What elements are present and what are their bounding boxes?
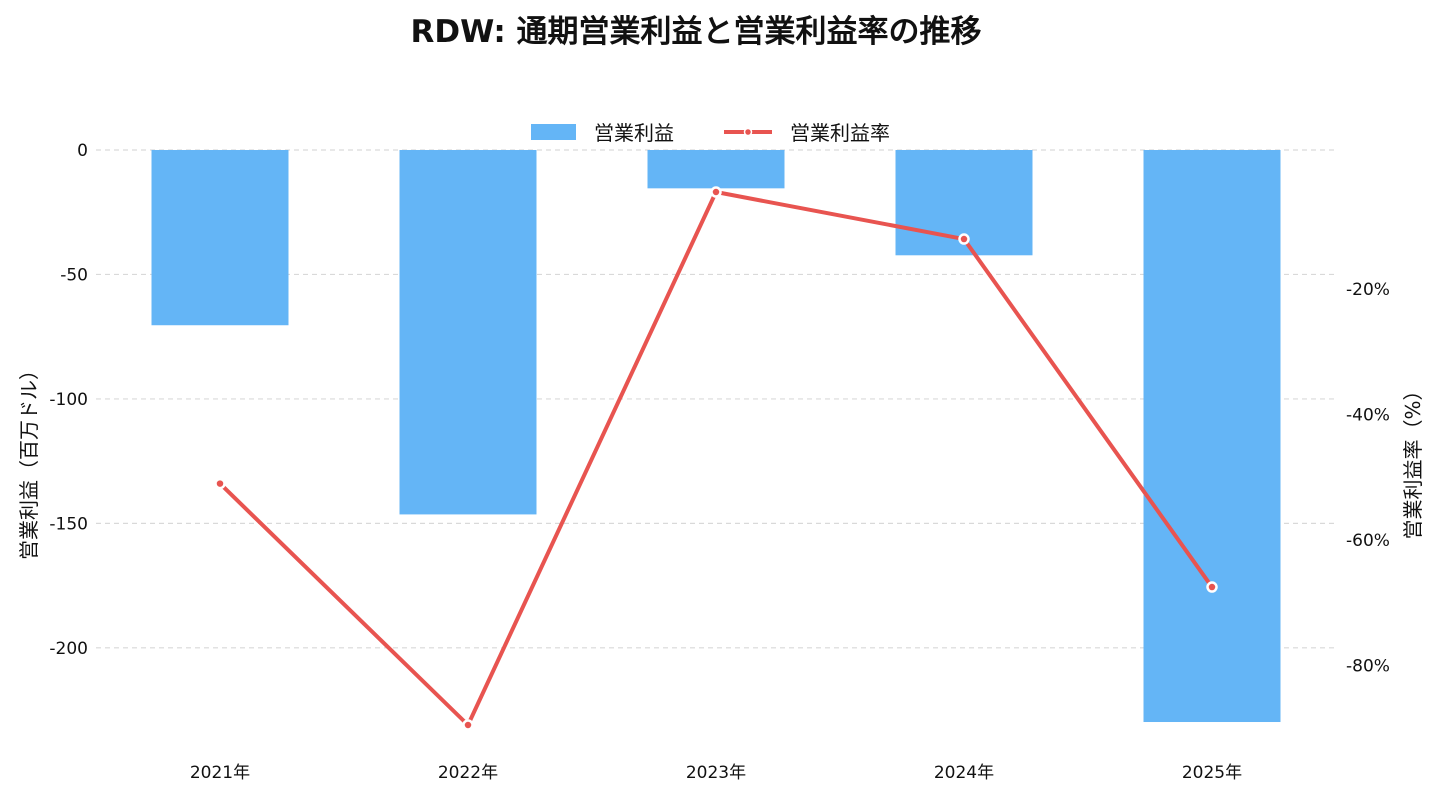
bar xyxy=(151,150,289,326)
y-axis-title: 営業利益（百万ドル） xyxy=(17,360,41,560)
y2-tick-label: -20% xyxy=(1346,280,1390,300)
x-tick-label: 2021年 xyxy=(190,763,250,783)
y2-tick-label: -60% xyxy=(1346,531,1390,551)
series-line xyxy=(218,190,1214,727)
bar xyxy=(647,150,785,189)
line-point xyxy=(958,233,970,245)
y2-tick-label: -80% xyxy=(1346,656,1390,676)
bar-series xyxy=(151,150,1281,723)
bar xyxy=(399,150,537,515)
x-tick-label: 2024年 xyxy=(934,763,994,783)
legend-swatch-marker xyxy=(743,127,753,137)
x-tick-label: 2022年 xyxy=(438,763,498,783)
y2-axis-title: 営業利益率（%） xyxy=(1401,380,1425,539)
y-tick-label: -100 xyxy=(49,390,88,410)
y-tick-label: -200 xyxy=(49,639,88,659)
x-axis: 2021年 2022年 2023年 2024年 2025年 xyxy=(190,763,1242,783)
y2-tick-label: -40% xyxy=(1346,406,1390,426)
line-point xyxy=(214,477,226,490)
y-tick-label: -150 xyxy=(49,514,88,534)
y-tick-label: -50 xyxy=(60,265,88,285)
line-series xyxy=(214,186,1218,731)
line-point xyxy=(462,719,474,731)
y-axis-left: 0 -50 -100 -150 -200 xyxy=(49,141,88,659)
legend-label-line: 営業利益率 xyxy=(790,121,890,145)
bar xyxy=(1143,150,1281,723)
legend-label-bar: 営業利益 xyxy=(594,121,674,145)
line-point xyxy=(710,186,722,198)
y-tick-label: 0 xyxy=(77,141,88,161)
y-axis-right: -20% -40% -60% -80% xyxy=(1346,280,1390,676)
x-tick-label: 2025年 xyxy=(1182,763,1242,783)
legend-swatch-bar xyxy=(531,124,576,140)
x-tick-label: 2023年 xyxy=(686,763,746,783)
line-point xyxy=(1206,581,1218,593)
chart-title: RDW: 通期営業利益と営業利益率の推移 xyxy=(410,14,981,50)
legend: 営業利益 営業利益率 xyxy=(531,121,890,145)
